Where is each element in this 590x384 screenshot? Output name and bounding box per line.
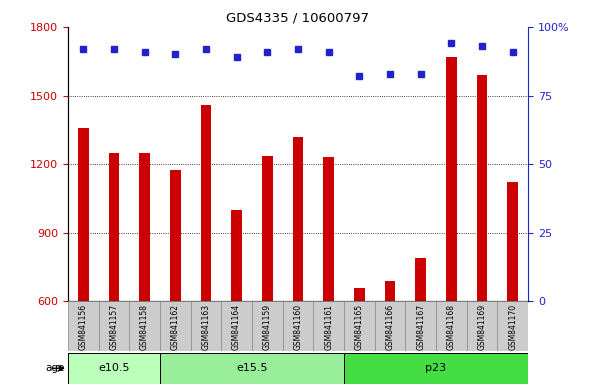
Text: GSM841163: GSM841163	[201, 304, 211, 350]
Bar	[99, 301, 129, 351]
Bar	[68, 353, 160, 384]
Text: GSM841161: GSM841161	[324, 304, 333, 350]
Bar	[323, 157, 334, 301]
Text: GSM841167: GSM841167	[416, 304, 425, 350]
Bar	[221, 301, 252, 351]
Bar	[191, 301, 221, 351]
Bar	[252, 301, 283, 351]
Bar	[375, 301, 405, 351]
Bar	[78, 127, 88, 301]
Text: GSM841157: GSM841157	[109, 304, 119, 350]
Bar	[170, 170, 181, 301]
Bar	[313, 301, 344, 351]
Text: GSM841170: GSM841170	[508, 304, 517, 350]
Bar	[477, 75, 487, 301]
Text: GSM841164: GSM841164	[232, 304, 241, 350]
Text: GSM841165: GSM841165	[355, 304, 364, 350]
Text: GSM841160: GSM841160	[293, 304, 303, 350]
Text: p23: p23	[425, 363, 447, 373]
Bar	[354, 288, 365, 301]
Text: e10.5: e10.5	[98, 363, 130, 373]
Bar	[405, 301, 436, 351]
Text: GSM841168: GSM841168	[447, 304, 456, 350]
Bar	[283, 301, 313, 351]
Bar	[344, 353, 528, 384]
Text: GSM841166: GSM841166	[385, 304, 395, 350]
Bar	[262, 156, 273, 301]
Bar	[293, 137, 303, 301]
Bar	[160, 301, 191, 351]
Text: GSM841162: GSM841162	[171, 304, 180, 350]
Bar	[139, 153, 150, 301]
Bar	[160, 353, 344, 384]
Bar	[497, 301, 528, 351]
Bar	[446, 56, 457, 301]
Bar	[129, 301, 160, 351]
Bar	[68, 301, 99, 351]
Text: GSM841156: GSM841156	[78, 304, 88, 350]
Bar	[344, 301, 375, 351]
Bar	[109, 153, 119, 301]
Bar	[385, 281, 395, 301]
Bar	[507, 182, 518, 301]
Bar	[231, 210, 242, 301]
Text: GDS4335 / 10600797: GDS4335 / 10600797	[227, 12, 369, 25]
Bar	[415, 258, 426, 301]
Text: GSM841158: GSM841158	[140, 304, 149, 350]
Text: GSM841159: GSM841159	[263, 304, 272, 350]
Text: age: age	[45, 363, 65, 373]
Bar	[436, 301, 467, 351]
Bar	[467, 301, 497, 351]
Text: GSM841169: GSM841169	[477, 304, 487, 350]
Text: e15.5: e15.5	[236, 363, 268, 373]
Bar	[201, 105, 211, 301]
